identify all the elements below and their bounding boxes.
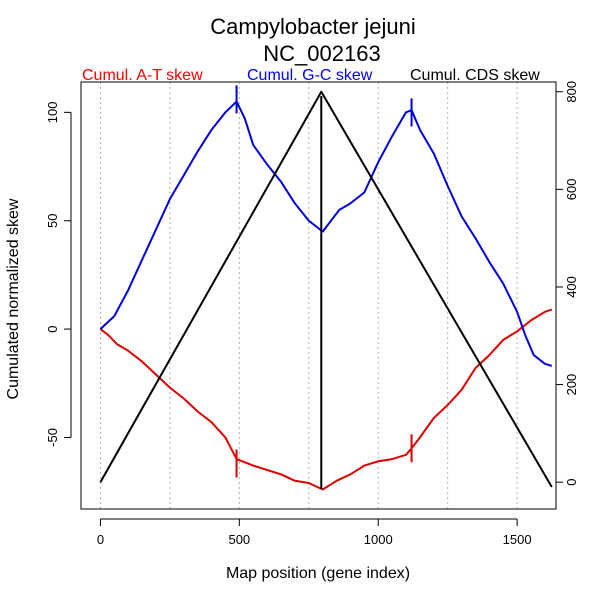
x-tick-label: 0 bbox=[97, 532, 104, 547]
x-tick-label: 500 bbox=[228, 532, 250, 547]
y-tick-label: 50 bbox=[45, 213, 60, 227]
series-line-cumul-a-t-skew bbox=[99, 308, 553, 491]
y2-tick-label: 400 bbox=[564, 276, 579, 298]
y-tick-label: 100 bbox=[45, 101, 60, 123]
series-line-cumul-g-c-skew bbox=[99, 100, 553, 367]
y-axis-left: -50 0 50 100 bbox=[45, 101, 72, 447]
y2-tick-label: 800 bbox=[564, 81, 579, 103]
plot-frame bbox=[80, 81, 557, 510]
x-tick-label: 1000 bbox=[364, 532, 393, 547]
x-axis: 0 500 1000 1500 bbox=[97, 518, 532, 547]
legend-at-skew: Cumul. A-T skew bbox=[82, 67, 203, 84]
x-axis-label: Map position (gene index) bbox=[226, 565, 410, 582]
legend-cds-skew: Cumul. CDS skew bbox=[410, 67, 540, 84]
grid-lines bbox=[99, 82, 518, 509]
y2-tick-label: 600 bbox=[564, 179, 579, 201]
y2-tick-label: 200 bbox=[564, 374, 579, 396]
chart-title: Campylobacter jejuni bbox=[210, 14, 415, 39]
series-layer bbox=[99, 85, 553, 491]
legend-gc-skew: Cumul. G-C skew bbox=[247, 67, 373, 84]
y-axis-right: 0 200 400 600 800 bbox=[556, 81, 579, 486]
y2-tick-label: 0 bbox=[564, 479, 579, 486]
y-axis-label: Cumulated normalized skew bbox=[5, 198, 22, 399]
y-tick-label: 0 bbox=[45, 325, 60, 332]
series-line-cumul-cds-skew bbox=[99, 90, 553, 488]
x-tick-label: 1500 bbox=[503, 532, 532, 547]
y-tick-label: -50 bbox=[45, 428, 60, 447]
chart-subtitle: NC_002163 bbox=[263, 41, 380, 66]
